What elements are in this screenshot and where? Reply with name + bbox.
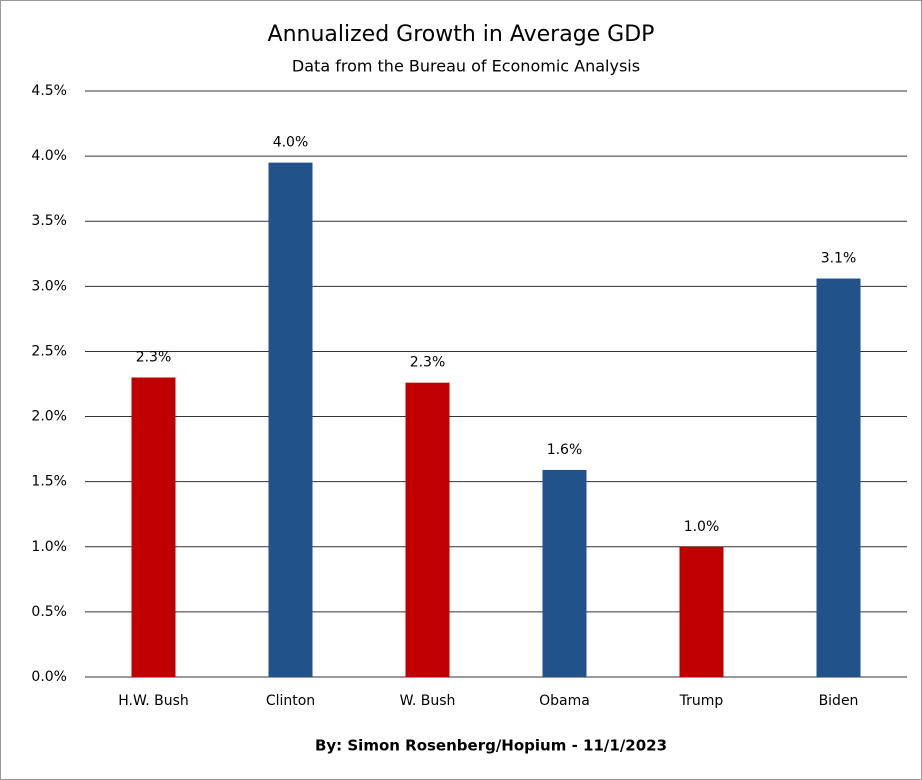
bar (405, 382, 450, 677)
x-tick-label: W. Bush (400, 693, 456, 709)
y-tick-label: 2.5% (31, 343, 67, 359)
y-tick-label: 2.0% (31, 409, 67, 425)
y-tick-label: 4.0% (31, 148, 67, 164)
chart-title: Annualized Growth in Average GDP (268, 22, 655, 47)
y-tick-label: 1.5% (31, 474, 67, 490)
data-label: 1.0% (684, 519, 720, 535)
y-tick-label: 3.5% (31, 213, 67, 229)
data-label: 2.3% (410, 355, 446, 371)
y-tick-label: 3.0% (31, 278, 67, 294)
chart-subtitle: Data from the Bureau of Economic Analysi… (292, 57, 640, 76)
bar (679, 546, 724, 677)
chart-footer: By: Simon Rosenberg/Hopium - 11/1/2023 (315, 737, 667, 755)
y-tick-label: 1.0% (31, 539, 67, 555)
x-tick-label: Trump (679, 693, 724, 709)
x-tick-label: Clinton (266, 693, 315, 709)
x-tick-label: Obama (539, 693, 590, 709)
y-tick-label: 0.0% (31, 669, 67, 685)
data-label: 3.1% (821, 251, 857, 267)
data-label: 4.0% (273, 135, 309, 151)
bar (816, 278, 861, 677)
x-tick-label: H.W. Bush (118, 693, 189, 709)
bar (131, 377, 176, 677)
x-tick-label: Biden (819, 693, 859, 709)
data-label: 1.6% (547, 442, 583, 458)
y-tick-label: 0.5% (31, 604, 67, 620)
bar (268, 162, 313, 678)
bar (542, 469, 587, 677)
y-tick-label: 4.5% (31, 83, 67, 99)
data-label: 2.3% (136, 349, 172, 365)
